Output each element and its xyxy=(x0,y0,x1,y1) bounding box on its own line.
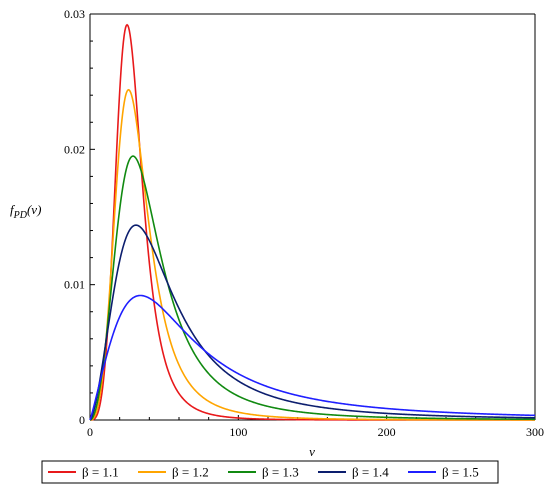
y-tick-label: 0 xyxy=(79,413,85,427)
x-tick-label: 0 xyxy=(87,425,93,439)
y-tick-label: 0.02 xyxy=(64,142,85,156)
series-lines xyxy=(89,23,536,421)
y-axis-title-argument: (v) xyxy=(27,202,41,217)
series-line-5 xyxy=(89,294,536,421)
y-tick-label: 0.03 xyxy=(64,7,85,21)
series-line-4 xyxy=(89,224,536,421)
y-tick-label: 0.01 xyxy=(64,278,85,292)
legend-label: β = 1.1 xyxy=(82,465,119,480)
y-axis-title: fPD(v) xyxy=(10,202,41,221)
y-axis-title-main: f xyxy=(10,202,16,217)
legend-box xyxy=(41,460,499,484)
x-tick-label: 300 xyxy=(526,425,544,439)
legend-label: β = 1.2 xyxy=(172,465,209,480)
series-line-3 xyxy=(89,155,535,421)
legend: β = 1.1 β = 1.2 β = 1.3 β = 1.4 β = 1.5 xyxy=(41,460,499,484)
x-tick-label: 200 xyxy=(378,425,396,439)
x-tick-label: 100 xyxy=(229,425,247,439)
series-line-2 xyxy=(89,88,535,421)
y-axis-title-subscript: PD xyxy=(13,210,28,221)
x-axis-title: v xyxy=(309,444,315,459)
legend-label: β = 1.4 xyxy=(352,465,389,480)
legend-label: β = 1.5 xyxy=(442,465,479,480)
y-ticks: 0 0.01 0.02 0.03 xyxy=(64,7,95,427)
legend-label: β = 1.3 xyxy=(262,465,299,480)
